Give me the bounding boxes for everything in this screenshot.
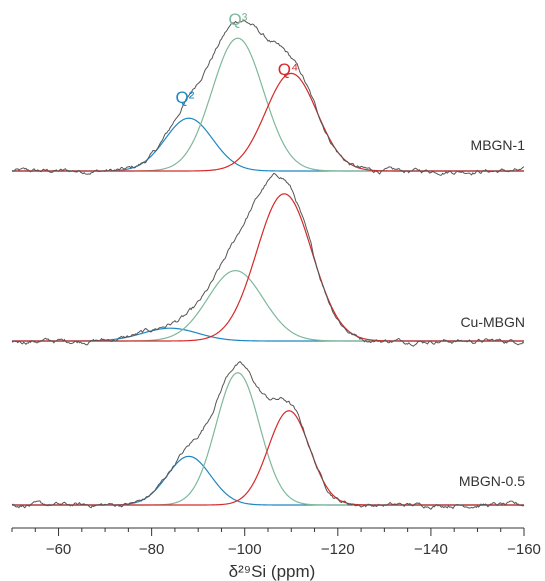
spectra-panels: MBGN-1 Q² Q³ Q⁴ Cu-MBGN MBGN-0.5: [11, 10, 526, 510]
sample-label: Cu-MBGN: [460, 314, 525, 330]
x-axis-title: δ²⁹Si (ppm): [229, 562, 316, 581]
x-tick-label: −60: [46, 541, 71, 558]
measured-spectrum: [11, 20, 525, 176]
x-axis: −60 −80 −100 −120 −140 −160 δ²⁹Si (ppm): [11, 527, 541, 581]
peak-label-q3: Q³: [229, 10, 248, 29]
peak-label-q2: Q²: [176, 88, 195, 107]
q4-component-curve: [12, 193, 524, 342]
x-tick-label: −80: [139, 541, 164, 558]
q3-component-curve: [12, 269, 524, 342]
x-tick-label: −120: [321, 541, 355, 558]
sample-label: MBGN-1: [471, 137, 526, 153]
panel-mbgn-0.5: MBGN-0.5: [11, 361, 525, 510]
x-axis-ticks: −60 −80 −100 −120 −140 −160: [11, 528, 541, 558]
q3-component-curve: [12, 37, 524, 172]
measured-spectrum: [11, 172, 525, 347]
q4-component-curve: [12, 410, 524, 506]
q2-component-curve: [12, 455, 524, 506]
x-tick-label: −140: [414, 541, 448, 558]
q4-component-curve: [12, 72, 524, 172]
x-tick-label: −100: [228, 541, 262, 558]
q3-component-curve: [12, 372, 524, 506]
sample-label: MBGN-0.5: [459, 473, 525, 489]
panel-cu-mbgn: Cu-MBGN: [11, 172, 525, 347]
measured-spectrum: [11, 361, 525, 510]
peak-label-q4: Q⁴: [278, 60, 299, 79]
q2-component-curve: [12, 117, 524, 172]
q2-component-curve: [12, 327, 524, 342]
panel-mbgn-1: MBGN-1 Q² Q³ Q⁴: [11, 10, 526, 176]
x-tick-label: −160: [507, 541, 541, 558]
